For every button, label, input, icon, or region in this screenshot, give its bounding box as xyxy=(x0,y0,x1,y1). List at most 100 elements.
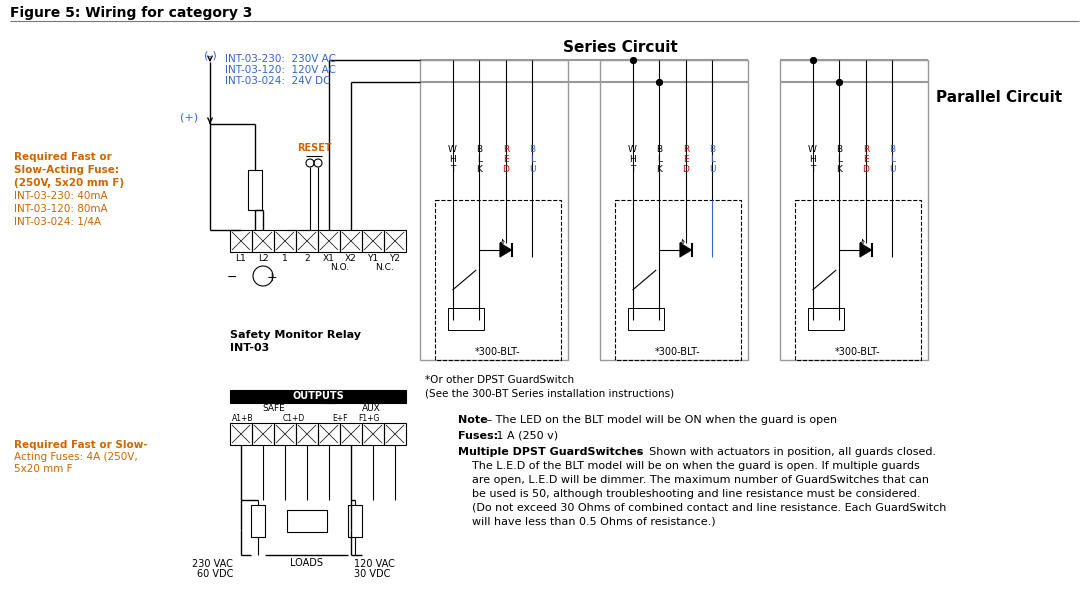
Text: −: − xyxy=(227,271,237,284)
Text: *300-BLT-: *300-BLT- xyxy=(835,347,881,357)
Text: LOADS: LOADS xyxy=(290,558,323,568)
Text: B: B xyxy=(890,145,895,154)
Text: L: L xyxy=(657,155,662,164)
Text: A1+B: A1+B xyxy=(232,414,254,423)
Text: K: K xyxy=(657,165,662,174)
Text: B: B xyxy=(476,145,482,154)
Polygon shape xyxy=(500,243,512,257)
Text: Y2: Y2 xyxy=(390,254,401,263)
Bar xyxy=(340,230,362,252)
Text: 1: 1 xyxy=(282,254,287,263)
Text: *300-BLT-: *300-BLT- xyxy=(475,347,521,357)
Bar xyxy=(274,230,296,252)
Bar xyxy=(274,423,296,445)
Text: B: B xyxy=(709,145,715,154)
Text: OUTPUTS: OUTPUTS xyxy=(292,391,344,401)
Text: 120 VAC: 120 VAC xyxy=(354,559,395,569)
Text: R: R xyxy=(503,145,509,154)
Text: (See the 300-BT Series installation instructions): (See the 300-BT Series installation inst… xyxy=(425,388,674,398)
Bar xyxy=(420,60,568,360)
Bar xyxy=(325,390,335,403)
Text: H: H xyxy=(629,155,636,164)
Bar xyxy=(780,60,928,360)
Bar xyxy=(286,510,327,532)
Bar xyxy=(808,308,844,330)
Text: T: T xyxy=(450,165,455,174)
Text: Y1: Y1 xyxy=(367,254,379,263)
Bar xyxy=(384,423,406,445)
Text: E: E xyxy=(683,155,688,164)
Polygon shape xyxy=(680,243,692,257)
Text: B: B xyxy=(529,145,536,154)
Text: 5x20 mm F: 5x20 mm F xyxy=(14,464,73,474)
Text: X1: X1 xyxy=(323,254,335,263)
Text: N.O.: N.O. xyxy=(330,263,350,272)
Text: Safety Monitor Relay: Safety Monitor Relay xyxy=(230,330,360,340)
Text: R: R xyxy=(862,145,869,154)
Text: N.C.: N.C. xyxy=(375,263,393,272)
Text: U: U xyxy=(709,165,715,174)
Text: are open, L.E.D will be dimmer. The maximum number of GuardSwitches that can: are open, L.E.D will be dimmer. The maxi… xyxy=(458,475,929,485)
Text: SAFE: SAFE xyxy=(262,404,285,413)
Bar xyxy=(600,60,748,360)
Text: (Do not exceed 30 Ohms of combined contact and line resistance. Each GuardSwitch: (Do not exceed 30 Ohms of combined conta… xyxy=(458,503,946,513)
Text: E+F: E+F xyxy=(332,414,347,423)
Text: INT-03: INT-03 xyxy=(230,343,269,353)
Text: 2: 2 xyxy=(304,254,309,263)
Text: INT-03-230:  230V AC: INT-03-230: 230V AC xyxy=(225,54,337,64)
Text: C1+D: C1+D xyxy=(283,414,305,423)
Text: Slow-Acting Fuse:: Slow-Acting Fuse: xyxy=(14,165,119,175)
Text: Fuses:: Fuses: xyxy=(458,431,498,441)
Bar xyxy=(252,230,274,252)
Text: H: H xyxy=(809,155,816,164)
Text: INT-03-230: 40mA: INT-03-230: 40mA xyxy=(14,191,108,201)
Text: (250V, 5x20 mm F): (250V, 5x20 mm F) xyxy=(14,178,124,188)
Text: INT-03-024: 1/4A: INT-03-024: 1/4A xyxy=(14,217,101,227)
Text: K: K xyxy=(476,165,482,174)
Text: RESET: RESET xyxy=(296,143,331,153)
Text: The L.E.D of the BLT model will be on when the guard is open. If multiple guards: The L.E.D of the BLT model will be on wh… xyxy=(458,461,920,471)
Text: –  Shown with actuators in position, all guards closed.: – Shown with actuators in position, all … xyxy=(633,447,937,457)
Text: L: L xyxy=(836,155,842,164)
Text: D: D xyxy=(502,165,510,174)
Bar xyxy=(384,230,406,252)
Bar xyxy=(250,505,265,537)
Text: B: B xyxy=(657,145,662,154)
Text: F1+G: F1+G xyxy=(358,414,380,423)
Text: 60 VDC: 60 VDC xyxy=(197,569,233,579)
Bar xyxy=(318,230,340,252)
Text: K: K xyxy=(836,165,842,174)
Bar xyxy=(340,423,362,445)
Polygon shape xyxy=(860,243,872,257)
Text: INT-03-120:  120V AC: INT-03-120: 120V AC xyxy=(225,65,337,75)
Text: L: L xyxy=(477,155,481,164)
Bar xyxy=(615,200,741,360)
Text: L: L xyxy=(530,155,535,164)
Text: T: T xyxy=(629,165,635,174)
Text: (-): (-) xyxy=(204,50,217,60)
Text: Required Fast or Slow-: Required Fast or Slow- xyxy=(14,440,148,450)
Bar xyxy=(435,200,561,360)
Text: Parallel Circuit: Parallel Circuit xyxy=(937,90,1062,105)
Text: W: W xyxy=(448,145,457,154)
Text: *300-BLT-: *300-BLT- xyxy=(654,347,700,357)
Text: E: E xyxy=(503,155,509,164)
Text: L: L xyxy=(710,155,715,164)
Text: 230 VAC: 230 VAC xyxy=(192,559,233,569)
Text: 30 VDC: 30 VDC xyxy=(354,569,390,579)
Text: – The LED on the BLT model will be ON when the guard is open: – The LED on the BLT model will be ON wh… xyxy=(484,415,837,425)
Bar xyxy=(627,308,664,330)
Bar xyxy=(230,390,406,403)
Bar xyxy=(296,423,318,445)
Text: L1: L1 xyxy=(235,254,246,263)
Text: INT-03-120: 80mA: INT-03-120: 80mA xyxy=(14,204,108,214)
Text: L: L xyxy=(890,155,895,164)
Text: H: H xyxy=(449,155,456,164)
Bar xyxy=(362,230,384,252)
Text: 1 A (250 v): 1 A (250 v) xyxy=(493,431,559,441)
Text: Figure 5: Wiring for category 3: Figure 5: Wiring for category 3 xyxy=(10,6,253,20)
Text: D: D xyxy=(862,165,869,174)
Text: U: U xyxy=(529,165,536,174)
Text: will have less than 0.5 Ohms of resistance.): will have less than 0.5 Ohms of resistan… xyxy=(458,517,715,527)
Bar xyxy=(448,308,485,330)
